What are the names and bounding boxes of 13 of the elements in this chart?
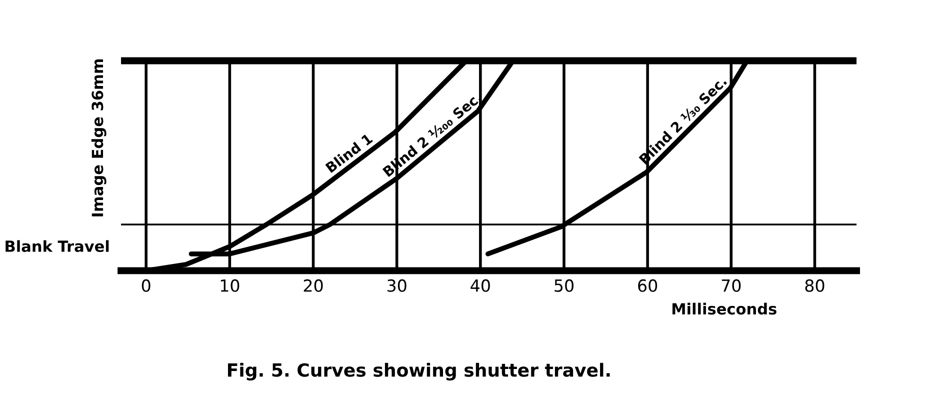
x-tick-label: 10 <box>220 279 240 292</box>
x-tick-label: 60 <box>638 279 658 292</box>
x-tick-label: 70 <box>722 279 741 292</box>
text: Fig. 5. Curves showing shutter travel. <box>228 362 610 380</box>
ref-line-label: Blank Travel <box>6 240 109 252</box>
x-tick-label: 20 <box>304 279 323 292</box>
y-axis-title: Image Edge 36mm <box>91 59 106 216</box>
x-tick-label: 40 <box>470 279 490 292</box>
x-axis-title: Milliseconds <box>672 302 776 315</box>
x-tick-label: 80 <box>805 279 824 292</box>
x-tick-label: 50 <box>554 279 574 292</box>
x-tick-label: 0 <box>142 279 150 292</box>
x-tick-label: 30 <box>388 279 406 292</box>
